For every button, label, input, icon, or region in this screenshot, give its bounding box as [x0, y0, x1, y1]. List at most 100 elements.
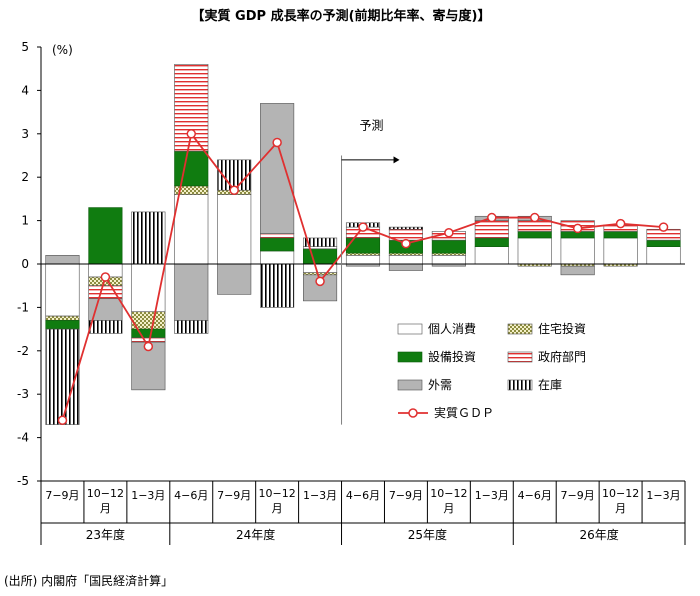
bar-segment-2 [646, 239, 681, 247]
x-tick-label: 1−3月 [475, 489, 509, 502]
x-tick-label: 10−12 [259, 487, 296, 500]
y-axis-unit: (%) [52, 43, 73, 57]
gdp-point [529, 212, 540, 223]
x-tick-label: 月 [272, 502, 283, 515]
legend-label: 政府部門 [538, 349, 586, 364]
bar-segment-2 [474, 237, 509, 247]
x-tick-label: 4−6月 [346, 489, 380, 502]
bar-segment-0 [560, 237, 595, 265]
gdp-point [615, 218, 626, 229]
bar-segment-4 [388, 263, 423, 271]
x-tick-label: 月 [443, 502, 454, 515]
y-tick-label: 3 [21, 127, 29, 141]
gdp-contribution-chart: 【実質 GDP 成長率の予測(前期比年率、寄与度)】 (%) 5 4 3 2 1 0 -1 -… [17, 8, 686, 545]
bar-segment-4 [174, 263, 209, 321]
x-tick-label: 10−12 [430, 487, 467, 500]
bar-segment-0 [45, 263, 80, 317]
legend-swatch [397, 379, 423, 391]
legend-swatch [397, 351, 423, 363]
legend-label: 外需 [428, 378, 452, 392]
gdp-point [57, 415, 68, 425]
legend-swatch [397, 323, 423, 335]
fiscal-year-label: 23年度 [86, 527, 125, 542]
y-tick-label: 5 [21, 40, 29, 54]
gdp-point [487, 212, 497, 223]
legend-label: 実質ＧＤＰ [434, 405, 494, 420]
x-tick-label: 7−9月 [389, 489, 423, 502]
x-tick-label: 月 [100, 502, 111, 515]
bar-segment-2 [603, 231, 638, 239]
bar-segment-1 [388, 252, 423, 256]
bar-segment-3 [303, 246, 338, 250]
legend-label: 設備投資 [428, 349, 476, 364]
source-note: (出所) 内閣府「国民経済計算」 [4, 574, 174, 588]
x-tick-label: 7−9月 [45, 489, 79, 502]
bar-segment-5 [45, 328, 80, 425]
y-tick-label: 1 [21, 214, 29, 228]
bar-segment-0 [474, 246, 509, 265]
gdp-point [143, 341, 154, 352]
y-axis: 5 4 3 2 1 0 -1 -2 -3 -4 -5 [17, 40, 42, 488]
gdp-point [658, 222, 669, 232]
bar-segment-4 [45, 255, 80, 265]
x-tick-label: 1−3月 [646, 489, 680, 502]
bar-segment-2 [345, 237, 381, 254]
legend-swatch [507, 379, 533, 391]
x-tick-label: 7−9月 [561, 489, 595, 502]
bar-segment-0 [260, 250, 295, 265]
bar-segment-0 [646, 246, 681, 265]
bar-segment-5 [131, 211, 166, 265]
x-tick-label: 1−3月 [131, 489, 165, 502]
gdp-line-series [57, 129, 669, 425]
bar-segment-2 [131, 328, 166, 339]
x-axis: 7−9月 10−12 月 1−3月 4−6月 7−9月 10−12 月 1−3月 4−6月 7−9月… [40, 263, 686, 545]
fiscal-year-label: 24年度 [236, 527, 275, 542]
bar-segment-5 [303, 237, 338, 247]
y-tick-label: -1 [17, 300, 29, 314]
chart-title: 【実質 GDP 成長率の予測(前期比年率、寄与度)】 [192, 8, 491, 24]
bar-segment-1 [45, 315, 80, 321]
bar-segment-0 [517, 237, 552, 265]
gdp-point [272, 137, 282, 148]
y-tick-label: 0 [21, 257, 29, 271]
bar-segment-2 [303, 248, 338, 265]
bar-segment-4 [217, 263, 252, 295]
x-tick-label: 10−12 [602, 487, 639, 500]
x-tick-label: 4−6月 [174, 489, 208, 502]
legend-swatch [507, 351, 533, 363]
legend-label: 在庫 [538, 378, 562, 392]
bar-segment-5 [260, 263, 295, 308]
bar-segment-1 [303, 272, 338, 276]
bar-segment-1 [345, 252, 381, 256]
legend-label: 個人消費 [428, 321, 476, 336]
x-tick-label: 4−6月 [518, 489, 552, 502]
gdp-point [186, 129, 197, 139]
y-tick-label: -4 [17, 431, 29, 445]
x-tick-label: 7−9月 [217, 489, 251, 502]
bar-segment-0 [217, 194, 252, 265]
legend-swatch [507, 323, 533, 335]
legend-label: 住宅投資 [538, 321, 586, 336]
bar-segment-3 [131, 337, 166, 343]
fiscal-year-label: 25年度 [408, 527, 447, 542]
bar-segment-4 [560, 265, 595, 276]
bar-segment-0 [431, 255, 466, 265]
gdp-point [229, 185, 239, 195]
bar-segment-4 [260, 103, 295, 234]
bar-segment-3 [474, 220, 509, 239]
y-tick-label: -3 [17, 387, 29, 401]
bar-segment-2 [517, 231, 552, 239]
x-tick-label: 月 [615, 502, 626, 515]
bar-segment-2 [431, 239, 466, 254]
gdp-point [401, 238, 411, 249]
legend-point-swatch [408, 408, 418, 418]
bar-series [45, 64, 681, 425]
y-tick-label: 2 [21, 170, 29, 184]
x-tick-label: 10−12 [87, 487, 124, 500]
y-tick-label: 4 [21, 83, 29, 97]
gdp-point [315, 276, 325, 287]
bar-segment-3 [260, 233, 295, 239]
bar-segment-5 [388, 226, 423, 230]
